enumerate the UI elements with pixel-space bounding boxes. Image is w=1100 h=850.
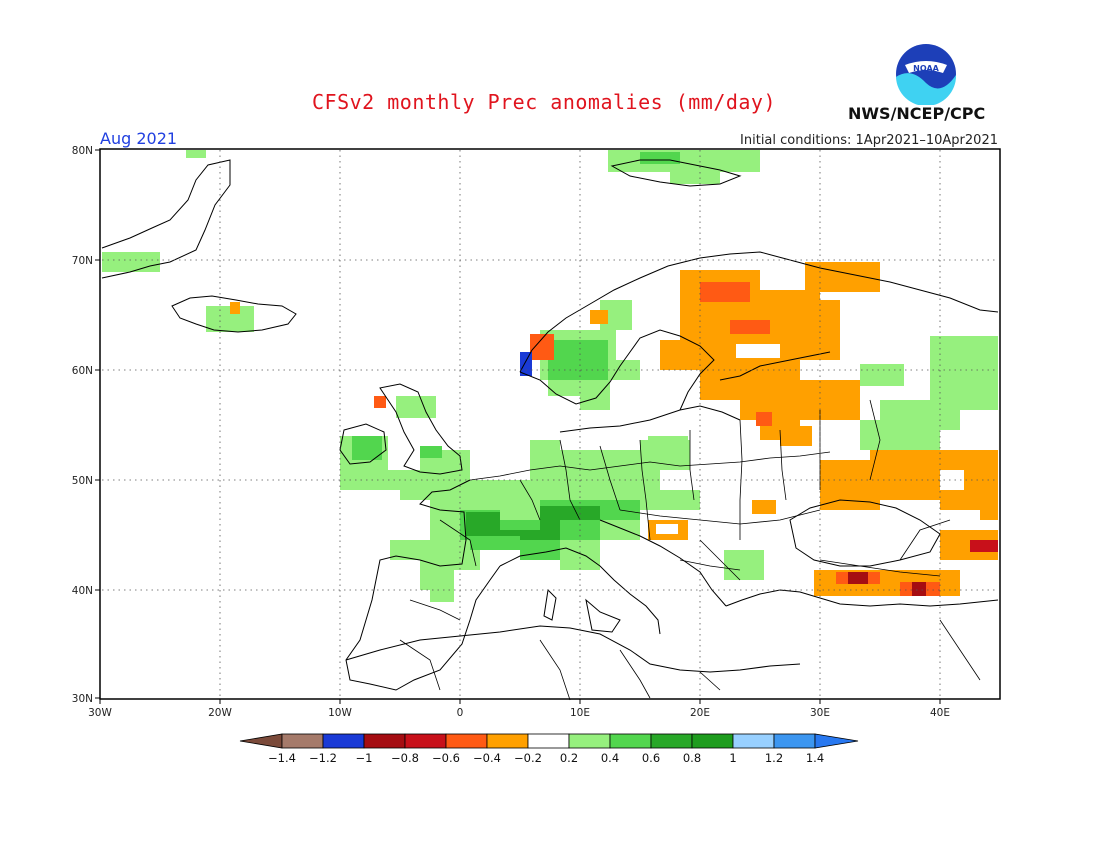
anomaly-poland-green xyxy=(648,436,688,454)
lat-label-40n: 40N xyxy=(72,585,93,597)
anomaly-norway-blue xyxy=(520,352,532,376)
anomaly-turkey-strong2 xyxy=(848,572,868,584)
noaa-logo-text: NOAA xyxy=(913,64,939,73)
map-frame xyxy=(99,148,1001,700)
anomaly-russia-small xyxy=(780,426,812,446)
colorbar-label: −1.2 xyxy=(309,751,337,765)
anomaly-balkans-green xyxy=(724,550,764,580)
colorbar-label: −1.4 xyxy=(268,751,296,765)
anomaly-turkey-east2 xyxy=(912,582,926,596)
colorbar-label: 0.4 xyxy=(601,751,619,765)
colorbar-label: 1.4 xyxy=(806,751,824,765)
lat-label-60n: 60N xyxy=(72,365,93,377)
lon-label-0: 0 xyxy=(457,707,464,719)
anomaly-finland-hole xyxy=(736,344,780,358)
colorbar-label: 0.8 xyxy=(683,751,701,765)
lon-label-10e: 10E xyxy=(570,707,590,719)
anomaly-western-europe xyxy=(340,436,700,590)
lon-label-30e: 30E xyxy=(810,707,830,719)
colorbar-arrow-high xyxy=(814,733,859,749)
colorbar-label: −0.8 xyxy=(391,751,419,765)
anomaly-france-strong xyxy=(466,506,600,540)
colorbar-swatch-6 xyxy=(486,733,529,749)
gridlines xyxy=(102,150,998,698)
colorbar-swatch-8 xyxy=(568,733,611,749)
colorbar-swatch-7 xyxy=(527,733,570,749)
colorbar-swatch-13 xyxy=(773,733,816,749)
lat-labels: 80N 70N 60N 50N 40N 30N xyxy=(72,145,93,705)
anomaly-hungary-white xyxy=(656,524,678,534)
lon-label-20w: 20W xyxy=(208,707,232,719)
anomaly-svalbard xyxy=(608,150,760,184)
lon-label-10w: 10W xyxy=(328,707,352,719)
anomaly-caspian-strong xyxy=(970,540,998,552)
initial-conditions: Initial conditions: 1Apr2021–10Apr2021 xyxy=(740,133,998,148)
lat-label-30n: 30N xyxy=(72,693,93,705)
colorbar-label: −0.4 xyxy=(473,751,501,765)
colorbar-swatch-12 xyxy=(732,733,775,749)
forecast-month: Aug 2021 xyxy=(100,129,178,148)
lon-label-40e: 40E xyxy=(930,707,950,719)
lon-label-20e: 20E xyxy=(690,707,710,719)
anomaly-norway-wet xyxy=(548,340,608,380)
anomaly-russia-east-green xyxy=(860,336,998,450)
colorbar-label: 0.2 xyxy=(560,751,578,765)
coastlines xyxy=(101,159,999,691)
colorbar-swatch-5 xyxy=(445,733,488,749)
colorbar-label: 0.6 xyxy=(642,751,660,765)
anomaly-svalbard-wet xyxy=(640,152,680,164)
anomaly-ukraine xyxy=(820,450,998,520)
anomaly-ireland xyxy=(352,436,382,460)
anomaly-iceland-dry xyxy=(230,302,240,314)
anomaly-ukraine-hole xyxy=(940,470,964,490)
anomaly-spain xyxy=(430,570,454,602)
anomaly-norway-dry2 xyxy=(590,310,608,324)
anomaly-baltic-dry xyxy=(756,412,772,426)
anomaly-greenland-east xyxy=(102,252,160,272)
anomaly-finland-strong xyxy=(700,282,750,302)
colorbar-label: −0.2 xyxy=(514,751,542,765)
colorbar-swatch-1 xyxy=(281,733,324,749)
anomaly-greenland-north xyxy=(186,150,206,158)
colorbar-swatch-3 xyxy=(363,733,406,749)
anomaly-norway-dry xyxy=(530,334,554,360)
anomaly-scotland-dry xyxy=(374,396,386,408)
colorbar-swatch-9 xyxy=(609,733,652,749)
colorbar-swatch-11 xyxy=(691,733,734,749)
lon-label-30w: 30W xyxy=(88,707,112,719)
anomaly-uk xyxy=(396,396,436,418)
lat-label-80n: 80N xyxy=(72,145,93,157)
colorbar-swatch-4 xyxy=(404,733,447,749)
anomaly-uk-wet xyxy=(420,446,442,458)
noaa-logo-icon: NOAA xyxy=(896,44,957,105)
lat-label-70n: 70N xyxy=(72,255,93,267)
lat-label-50n: 50N xyxy=(72,475,93,487)
colorbar-label: −0.6 xyxy=(432,751,460,765)
anomaly-romania-dry xyxy=(752,500,776,514)
anomaly-shading xyxy=(102,150,998,602)
country-borders xyxy=(399,399,981,701)
anomaly-russia-green xyxy=(860,364,904,386)
colorbar-label: 1 xyxy=(729,751,736,765)
axis-ticks xyxy=(95,149,941,704)
colorbar-swatch-2 xyxy=(322,733,365,749)
colorbar-label: 1.2 xyxy=(765,751,783,765)
colorbar-label: −1 xyxy=(356,751,373,765)
lon-labels: 30W 20W 10W 0 10E 20E 30E 40E xyxy=(88,707,950,719)
colorbar-arrow-low xyxy=(239,733,283,749)
organization-label: NWS/NCEP/CPC xyxy=(848,104,986,123)
anomaly-finland-strong2 xyxy=(730,320,770,334)
chart-title: CFSv2 monthly Prec anomalies (mm/day) xyxy=(312,90,777,114)
colorbar: −1.4 −1.2 −1 −0.8 −0.6 −0.4 −0.2 0.2 0.4… xyxy=(239,733,859,765)
colorbar-swatch-10 xyxy=(650,733,693,749)
